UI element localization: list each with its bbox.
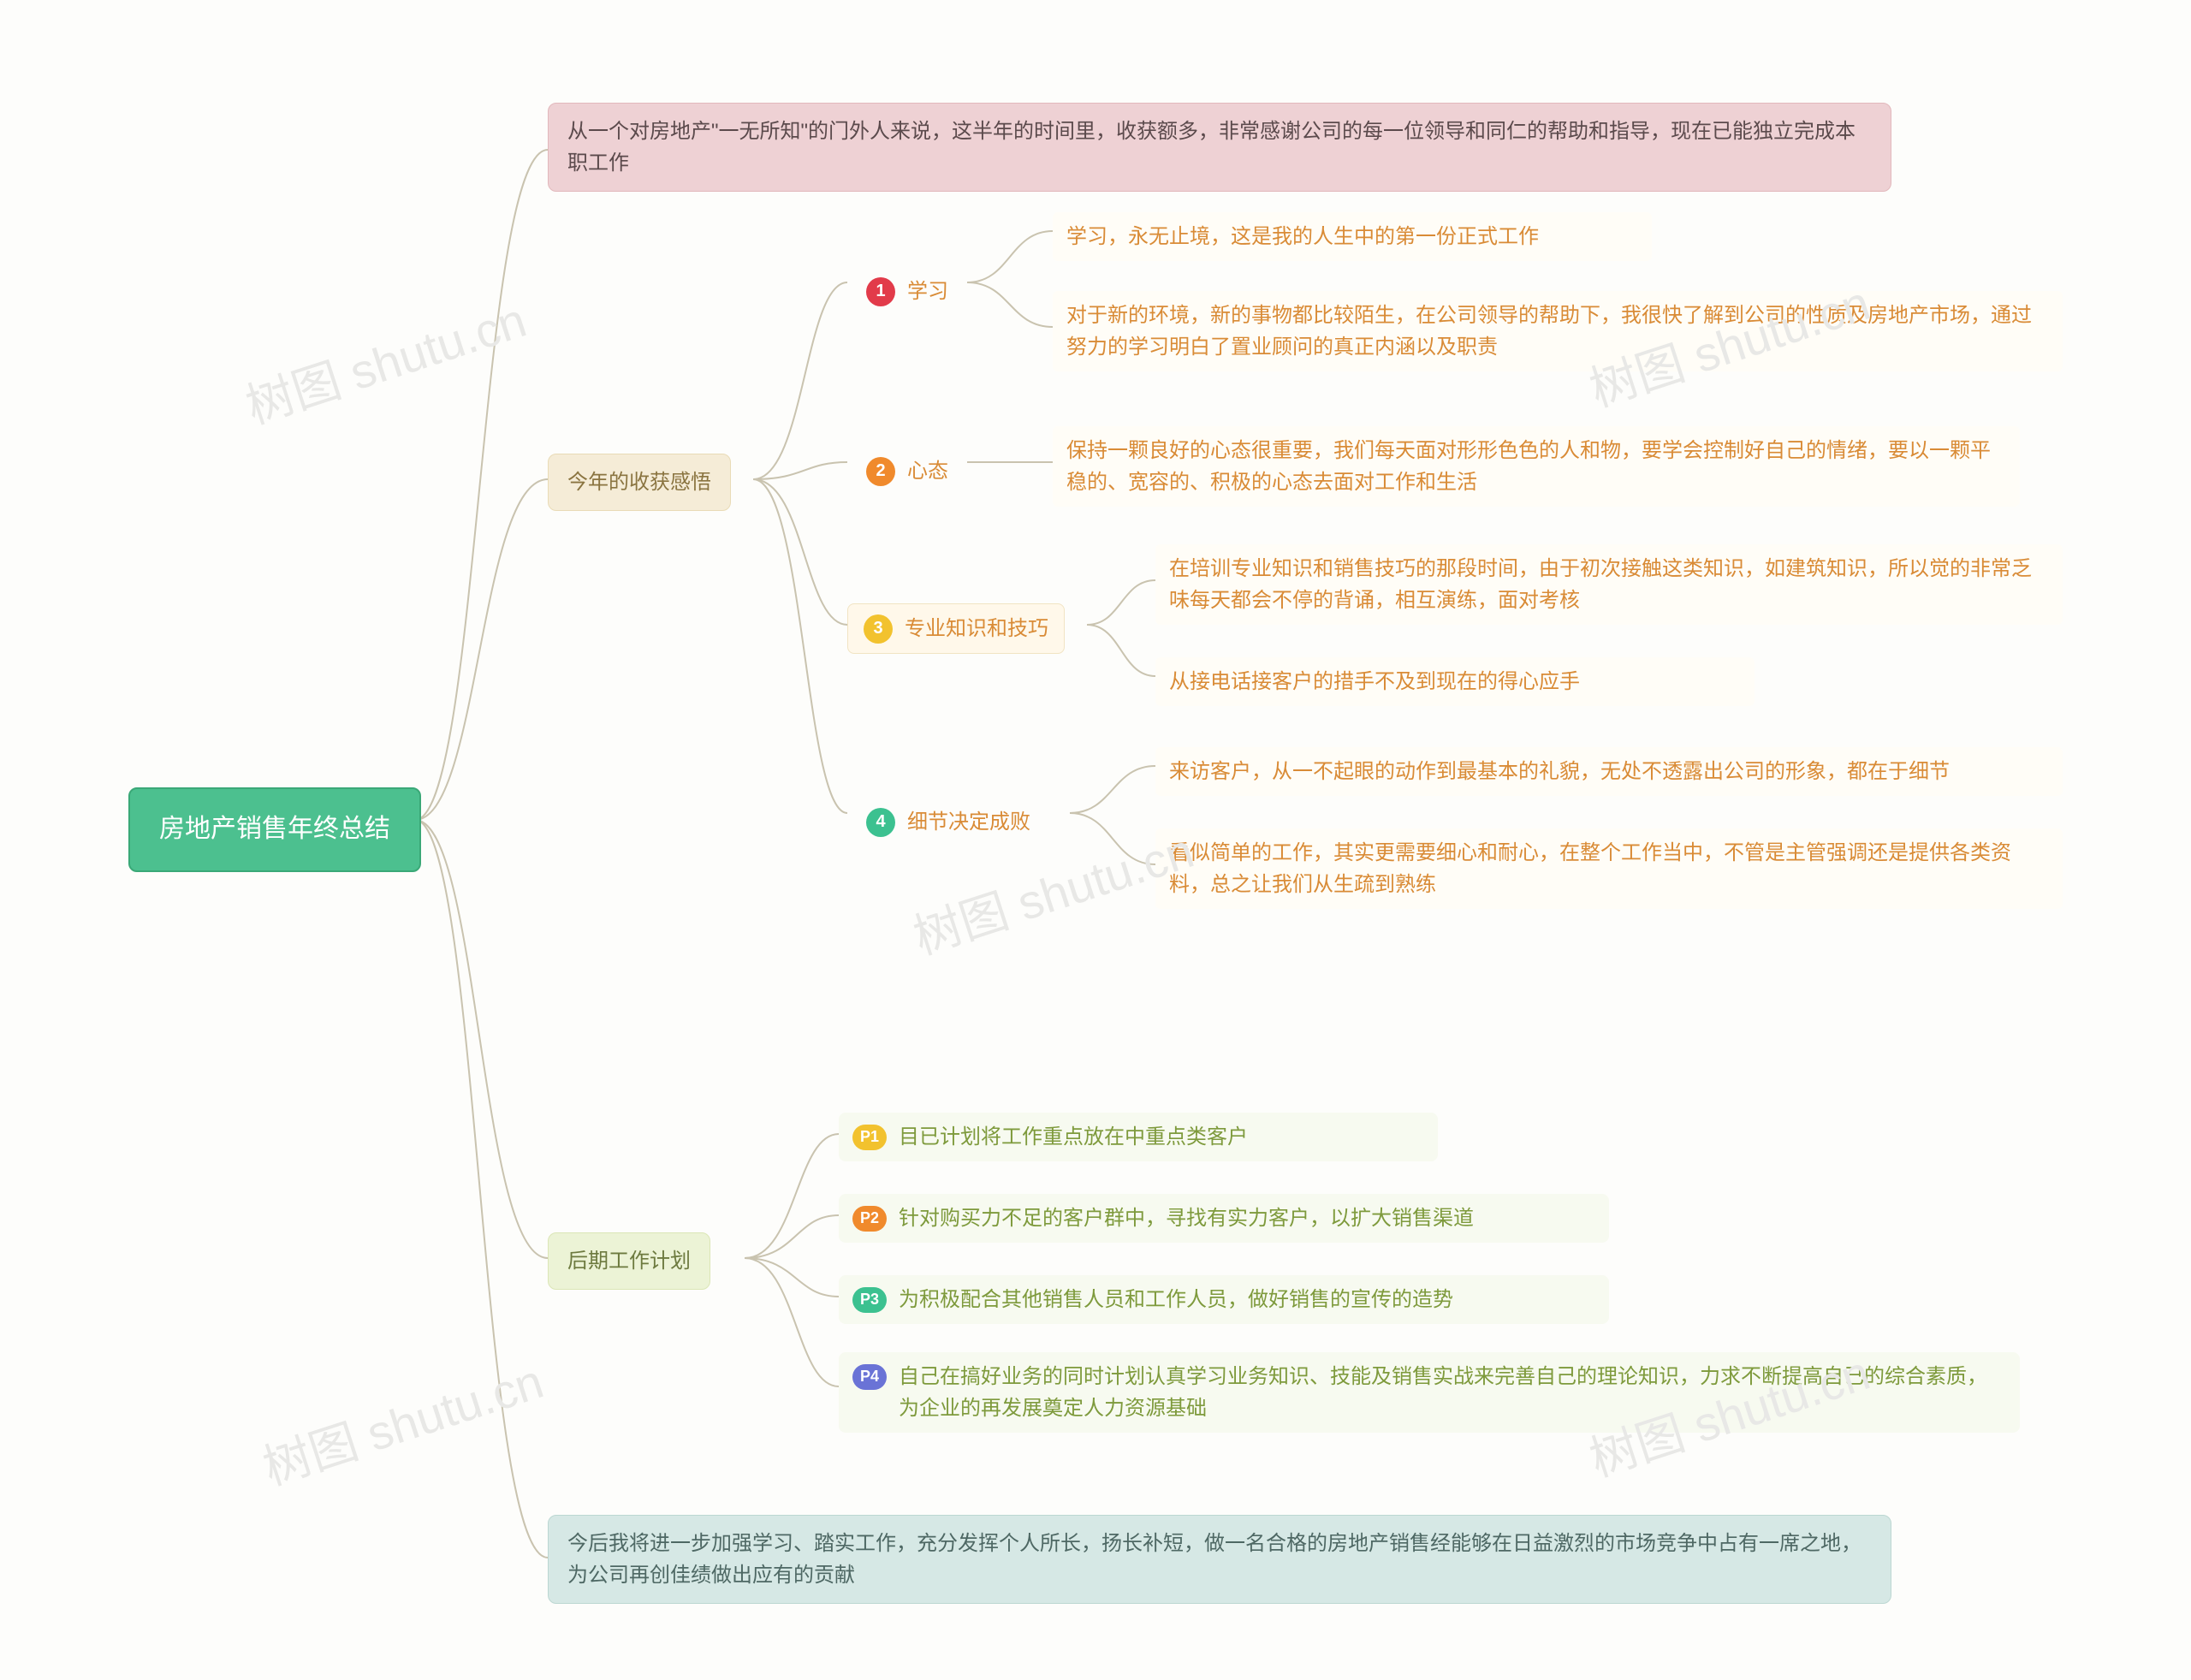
badge-4: 4 <box>866 808 895 837</box>
leaf-1b-text: 对于新的环境，新的事物都比较陌生，在公司领导的帮助下，我很快了解到公司的性质及房… <box>1066 304 2032 359</box>
p3-text: 为积极配合其他销售人员和工作人员，做好销售的宣传的造势 <box>899 1284 1453 1315</box>
leaf-3a: 在培训专业知识和销售技巧的那段时间，由于初次接触这类知识，如建筑知识，所以觉的非… <box>1155 544 2063 625</box>
watermark: 树图 shutu.cn <box>253 1344 551 1499</box>
root-node[interactable]: 房地产销售年终总结 <box>128 787 421 872</box>
leaf-3a-text: 在培训专业知识和销售技巧的那段时间，由于初次接触这类知识，如建筑知识，所以觉的非… <box>1169 557 2032 612</box>
harvest-node[interactable]: 今年的收获感悟 <box>548 454 731 511</box>
leaf-3b-text: 从接电话接客户的措手不及到现在的得心应手 <box>1169 670 1580 693</box>
conclusion-node[interactable]: 今后我将进一步加强学习、踏实工作，充分发挥个人所长，扬长补短，做一名合格的房地产… <box>548 1515 1891 1604</box>
plan-label: 后期工作计划 <box>567 1250 691 1273</box>
harvest-label: 今年的收获感悟 <box>567 471 711 494</box>
intro-node[interactable]: 从一个对房地产"一无所知"的门外人来说，这半年的时间里，收获额多，非常感谢公司的… <box>548 103 1891 192</box>
plan-item-1[interactable]: P1 目已计划将工作重点放在中重点类客户 <box>839 1113 1438 1161</box>
p1-text: 目已计划将工作重点放在中重点类客户 <box>899 1121 1248 1153</box>
p1-badge: P1 <box>852 1125 887 1150</box>
plan-item-2[interactable]: P2 针对购买力不足的客户群中，寻找有实力客户，以扩大销售渠道 <box>839 1194 1609 1243</box>
leaf-4b-text: 看似简单的工作，其实更需要细心和耐心，在整个工作当中，不管是主管强调还是提供各类… <box>1169 841 2011 896</box>
watermark: 树图 shutu.cn <box>236 282 534 438</box>
leaf-3b: 从接电话接客户的措手不及到现在的得心应手 <box>1155 657 1755 706</box>
p2-text: 针对购买力不足的客户群中，寻找有实力客户，以扩大销售渠道 <box>899 1202 1474 1234</box>
harvest-item-2[interactable]: 2 心态 <box>847 443 967 499</box>
badge-3: 3 <box>864 614 893 644</box>
leaf-2a: 保持一颗良好的心态很重要，我们每天面对形形色色的人和物，要学会控制好自己的情绪，… <box>1053 426 2020 507</box>
harvest-item-3[interactable]: 3 专业知识和技巧 <box>847 603 1065 654</box>
harvest-item-4-label: 细节决定成败 <box>907 806 1030 838</box>
conclusion-text: 今后我将进一步加强学习、踏实工作，充分发挥个人所长，扬长补短，做一名合格的房地产… <box>567 1532 1861 1587</box>
harvest-item-2-label: 心态 <box>907 455 948 487</box>
badge-2: 2 <box>866 457 895 486</box>
harvest-item-4[interactable]: 4 细节决定成败 <box>847 794 1049 850</box>
harvest-item-1[interactable]: 1 学习 <box>847 264 967 319</box>
mindmap-canvas: 房地产销售年终总结 从一个对房地产"一无所知"的门外人来说，这半年的时间里，收获… <box>0 0 2191 1680</box>
leaf-1a-text: 学习，永无止境，这是我的人生中的第一份正式工作 <box>1066 225 1539 248</box>
harvest-item-3-label: 专业知识和技巧 <box>905 613 1048 644</box>
leaf-2a-text: 保持一颗良好的心态很重要，我们每天面对形形色色的人和物，要学会控制好自己的情绪，… <box>1066 439 1991 494</box>
p4-badge: P4 <box>852 1364 887 1390</box>
p4-text: 自己在搞好业务的同时计划认真学习业务知识、技能及销售实战来完善自己的理论知识，力… <box>899 1361 2006 1424</box>
leaf-1b: 对于新的环境，新的事物都比较陌生，在公司领导的帮助下，我很快了解到公司的性质及房… <box>1053 291 2063 371</box>
p3-badge: P3 <box>852 1287 887 1313</box>
harvest-item-1-label: 学习 <box>907 276 948 307</box>
leaf-4a: 来访客户，从一不起眼的动作到最基本的礼貌，无处不透露出公司的形象，都在于细节 <box>1155 747 2063 796</box>
p2-badge: P2 <box>852 1206 887 1232</box>
leaf-4b: 看似简单的工作，其实更需要细心和耐心，在整个工作当中，不管是主管强调还是提供各类… <box>1155 828 2063 909</box>
plan-node[interactable]: 后期工作计划 <box>548 1232 710 1290</box>
plan-item-4[interactable]: P4 自己在搞好业务的同时计划认真学习业务知识、技能及销售实战来完善自己的理论知… <box>839 1352 2020 1433</box>
badge-1: 1 <box>866 277 895 306</box>
root-label: 房地产销售年终总结 <box>159 815 390 843</box>
intro-text: 从一个对房地产"一无所知"的门外人来说，这半年的时间里，收获额多，非常感谢公司的… <box>567 120 1856 175</box>
leaf-1a: 学习，永无止境，这是我的人生中的第一份正式工作 <box>1053 212 1652 261</box>
leaf-4a-text: 来访客户，从一不起眼的动作到最基本的礼貌，无处不透露出公司的形象，都在于细节 <box>1169 760 1950 783</box>
plan-item-3[interactable]: P3 为积极配合其他销售人员和工作人员，做好销售的宣传的造势 <box>839 1275 1609 1324</box>
